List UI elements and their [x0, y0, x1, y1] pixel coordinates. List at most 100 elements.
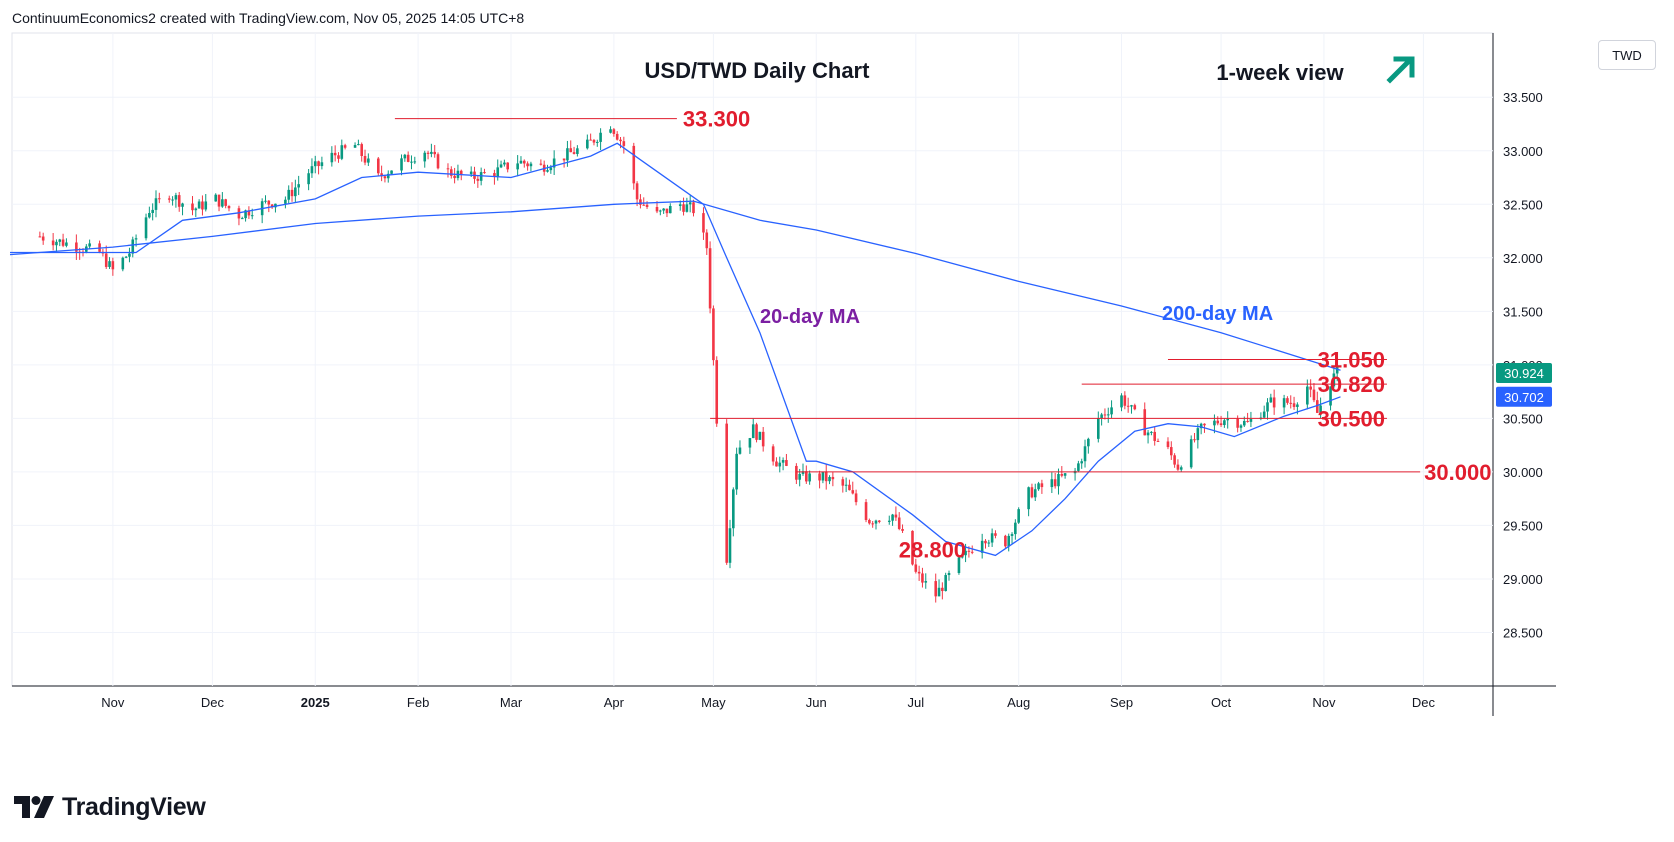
level-label: 30.000	[1424, 460, 1491, 485]
candle-body	[1319, 405, 1322, 413]
candle-body	[1123, 395, 1127, 406]
candle-body	[1289, 402, 1293, 404]
candle-body	[705, 232, 709, 249]
candle-body	[410, 161, 413, 163]
candle-body	[217, 194, 221, 207]
candle-body	[224, 199, 227, 206]
candle-body	[204, 201, 208, 210]
candle-body	[725, 423, 728, 563]
candle-body	[1110, 407, 1113, 415]
candle-body	[864, 502, 868, 520]
candle-body	[841, 479, 845, 486]
candle-body	[635, 183, 639, 200]
candle-body	[755, 424, 758, 440]
candle-body	[61, 239, 65, 246]
x-tick-label: Jul	[907, 695, 924, 710]
candle-body	[685, 204, 689, 212]
candle-body	[1030, 487, 1034, 498]
candle-body	[1050, 479, 1054, 488]
candle-body	[589, 139, 592, 141]
candle-body	[201, 201, 204, 210]
candle-body	[1262, 411, 1266, 418]
candle-body	[1269, 397, 1273, 403]
candle-body	[957, 557, 961, 573]
candle-body	[1156, 440, 1160, 442]
candle-body	[994, 533, 997, 536]
price-tag	[1496, 362, 1552, 383]
candle-body	[317, 161, 320, 167]
candle-body	[911, 530, 914, 565]
candle-body	[449, 169, 453, 176]
candle-body	[546, 170, 549, 172]
candle-body	[901, 528, 904, 531]
candle-body	[609, 129, 612, 133]
x-tick-label: Mar	[500, 695, 523, 710]
candle-body	[1179, 467, 1183, 470]
candle-body	[446, 168, 450, 170]
level-label: 33.300	[683, 107, 750, 132]
candle-body	[632, 145, 636, 184]
candle-body	[1017, 509, 1020, 523]
candle-body	[1169, 447, 1173, 456]
candle-body	[250, 215, 254, 217]
candle-body	[1083, 446, 1087, 462]
candle-body	[1004, 535, 1007, 547]
candle-body	[1080, 461, 1084, 464]
candle-body	[1096, 418, 1100, 439]
candle-body	[781, 460, 785, 463]
candle-body	[619, 139, 622, 142]
chart-credit: ContinuumEconomics2 created with Trading…	[12, 10, 525, 26]
candle-body	[360, 144, 364, 157]
candle-body	[715, 360, 719, 424]
candle-body	[1266, 402, 1269, 412]
candle-body	[181, 203, 184, 207]
candle-body	[1189, 439, 1193, 468]
currency-badge[interactable]: TWD	[1598, 40, 1656, 70]
candle-body	[1040, 483, 1044, 488]
candle-body	[1282, 398, 1286, 408]
x-tick-label: Dec	[201, 695, 225, 710]
y-tick-label: 30.000	[1503, 465, 1543, 480]
candle-body	[921, 573, 924, 583]
candle-body	[493, 173, 496, 177]
candle-body	[529, 163, 533, 167]
candle-body	[708, 248, 712, 309]
candle-body	[353, 145, 357, 148]
candle-body	[738, 447, 742, 454]
y-tick-label: 29.000	[1503, 572, 1543, 587]
candle-body	[1033, 489, 1037, 498]
candle-body	[960, 555, 964, 558]
candle-body	[549, 167, 553, 171]
candle-body	[297, 184, 300, 188]
candle-body	[748, 438, 752, 448]
candle-body	[642, 204, 646, 206]
candle-body	[980, 540, 984, 553]
candle-body	[340, 145, 344, 159]
candle-body	[75, 242, 78, 252]
candle-body	[390, 170, 393, 174]
candle-body	[828, 476, 831, 482]
candle-body	[1236, 418, 1239, 428]
candle-body	[552, 158, 556, 168]
candle-body	[897, 517, 901, 529]
candle-body	[386, 173, 390, 179]
candle-body	[1153, 431, 1157, 441]
tradingview-logo[interactable]: TradingView	[14, 793, 206, 821]
candle-body	[320, 162, 324, 167]
candle-body	[1057, 474, 1060, 487]
candle-body	[878, 520, 881, 522]
candle-body	[380, 173, 383, 177]
candle-body	[496, 167, 500, 177]
ma20-line	[10, 142, 1341, 557]
candle-body	[818, 473, 821, 481]
candle-body	[430, 151, 433, 154]
candle-body	[1329, 386, 1332, 406]
candle-body	[158, 198, 161, 200]
candle-body	[771, 446, 775, 462]
candle-body	[831, 476, 835, 480]
candle-body	[174, 195, 178, 200]
candle-body	[775, 461, 778, 467]
candle-body	[413, 161, 417, 163]
candle-body	[476, 178, 480, 181]
